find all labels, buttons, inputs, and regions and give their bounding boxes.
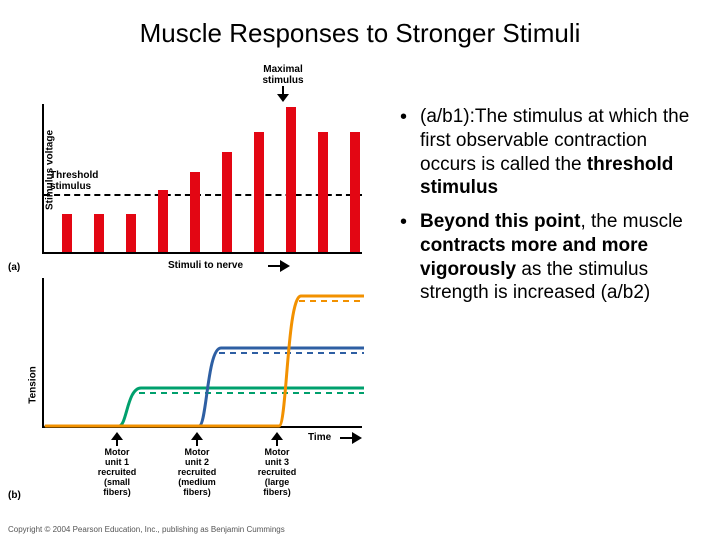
page-title: Muscle Responses to Stronger Stimuli — [0, 18, 720, 49]
stimulus-bar — [350, 132, 360, 252]
chart-b-ylabel: Tension — [27, 366, 38, 404]
stimulus-bar — [62, 214, 72, 252]
threshold-label: Thresholdstimulus — [50, 170, 98, 192]
up-arrow-icon — [111, 432, 123, 446]
maximal-stimulus-label: Maximalstimulus — [253, 64, 313, 102]
up-arrow-icon — [271, 432, 283, 446]
stimulus-bar — [126, 214, 136, 252]
stimulus-bar — [190, 172, 200, 252]
stimulus-bar — [222, 152, 232, 252]
stimulus-bar — [318, 132, 328, 252]
up-arrow-icon — [191, 432, 203, 446]
bullet-2-mid: , the muscle — [580, 211, 682, 232]
stimulus-bar — [94, 214, 104, 252]
motor-unit-label: Motorunit 3recruited(largefibers) — [242, 432, 312, 497]
right-arrow-icon — [340, 432, 362, 444]
bullet-list: (a/b1):The stimulus at which the first o… — [400, 105, 700, 315]
stimulus-bar — [158, 190, 168, 252]
down-arrow-icon — [277, 86, 289, 102]
charts-column: Stimulus voltage Maximalstimulus Thresho… — [8, 70, 378, 500]
motor-unit-label: Motorunit 1recruited(smallfibers) — [82, 432, 152, 497]
motor-unit-label: Motorunit 2recruited(mediumfibers) — [162, 432, 232, 497]
bullet-2-bold1: Beyond this point — [420, 211, 580, 232]
bullet-2: Beyond this point, the muscle contracts … — [400, 210, 700, 305]
stimulus-bar — [254, 132, 264, 252]
chart-b-svg — [44, 278, 364, 428]
threshold-line — [44, 194, 362, 196]
copyright-text: Copyright © 2004 Pearson Education, Inc.… — [8, 525, 285, 534]
panel-b-tag: (b) — [8, 490, 21, 501]
stimulus-bar — [286, 107, 296, 252]
chart-b-plot — [42, 278, 362, 428]
chart-b: Tension Time Motorunit 1recruited(smallf… — [8, 270, 378, 500]
chart-a: Stimulus voltage Maximalstimulus Thresho… — [8, 70, 378, 270]
bullet-1: (a/b1):The stimulus at which the first o… — [400, 105, 700, 200]
